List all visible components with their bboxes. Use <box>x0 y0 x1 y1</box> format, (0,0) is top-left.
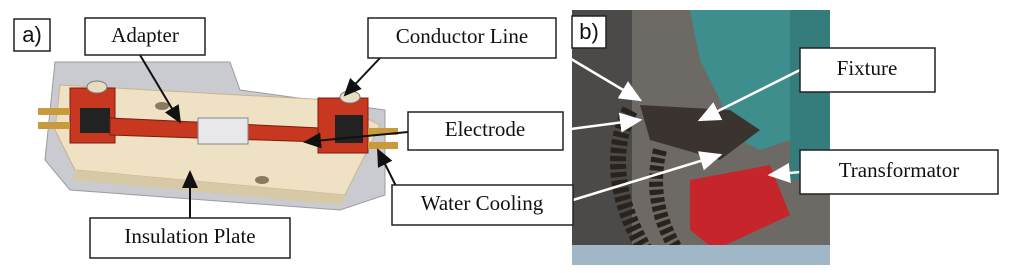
panel-label: b) <box>579 19 599 44</box>
callout: Electrode <box>445 117 525 141</box>
arrow <box>343 57 381 97</box>
callout-box <box>799 149 999 195</box>
callout-box <box>84 17 206 56</box>
water-fitting <box>38 122 70 129</box>
plate-edge <box>72 170 345 205</box>
connector <box>339 90 361 104</box>
callout-box <box>799 47 936 93</box>
callout-box <box>407 111 564 151</box>
arrow <box>377 148 399 191</box>
callout: Transformator <box>839 158 960 182</box>
fixture-shape <box>640 105 760 160</box>
arrow <box>562 112 643 133</box>
table <box>572 245 830 265</box>
callout: Fixture <box>837 56 898 80</box>
arrow <box>555 48 643 102</box>
water-fitting <box>368 142 398 149</box>
callout-box <box>89 217 291 259</box>
arrow <box>767 163 801 183</box>
panel-label-box <box>571 15 607 49</box>
photo <box>572 10 830 265</box>
callout: Adapter <box>111 23 179 47</box>
cad-model <box>38 61 398 211</box>
callout: Water Cooling <box>421 191 544 215</box>
water-fitting <box>368 128 398 135</box>
arrow <box>139 54 182 124</box>
connector <box>86 80 108 94</box>
water-fitting <box>38 108 70 115</box>
arrow <box>303 131 409 149</box>
hole <box>155 102 169 110</box>
panel-label-box <box>13 18 51 52</box>
callout-box <box>367 17 557 59</box>
callout: Insulation Plate <box>124 224 255 248</box>
arrow <box>697 68 801 122</box>
left-insert <box>80 108 110 133</box>
transformator-shape <box>690 165 790 250</box>
panel-label: a) <box>22 22 42 47</box>
hole <box>255 176 269 184</box>
callout: Conductor Line <box>396 24 528 48</box>
cable <box>610 106 652 255</box>
machine-housing <box>690 10 790 150</box>
adapter-clamp <box>197 117 249 145</box>
arrow <box>572 151 723 202</box>
callout-box <box>391 184 574 226</box>
